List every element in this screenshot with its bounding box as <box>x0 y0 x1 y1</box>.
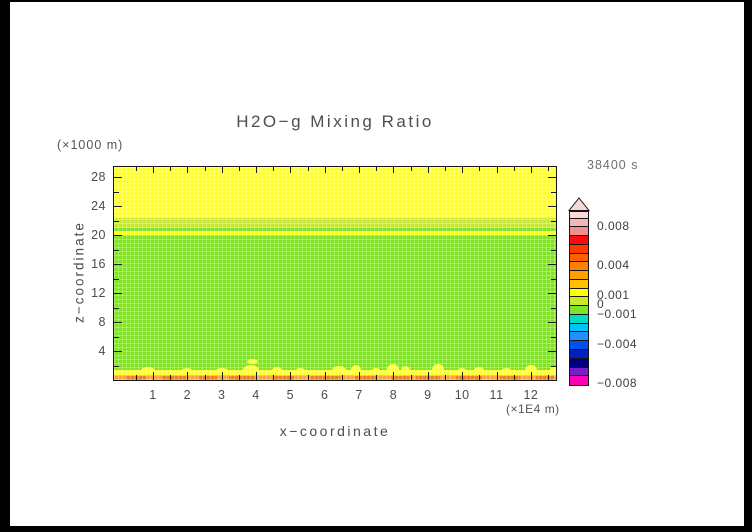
colorbar-tick-label: 0.004 <box>597 258 630 273</box>
x-axis-title: x−coordinate <box>279 423 391 439</box>
colorbar-tick-label: 0.008 <box>597 219 630 234</box>
x-tick-label: 2 <box>183 388 192 402</box>
colorbar-segment <box>570 287 588 297</box>
x-tick-label: 7 <box>355 388 363 402</box>
surface-bump <box>372 367 381 371</box>
y-axis-title: z−coordinate <box>71 221 87 323</box>
x-tick-label: 9 <box>424 388 432 402</box>
colorbar-segment <box>570 226 588 236</box>
surface-bump <box>524 364 537 371</box>
x-tick-label: 5 <box>286 388 295 402</box>
surface-bump <box>474 366 485 371</box>
x-tick-label: 10 <box>454 388 470 402</box>
colorbar-segment <box>570 366 588 376</box>
colorbar-segment <box>570 348 588 358</box>
y-tick-label: 4 <box>98 344 106 359</box>
surface-bump <box>140 366 155 371</box>
colorbar-segment <box>570 357 588 367</box>
x-axis-unit-label: (×1E4 m) <box>506 402 560 416</box>
surface-bump <box>432 363 445 371</box>
colorbar-tick-label: −0.001 <box>597 307 638 322</box>
colorbar-segment <box>570 296 588 306</box>
band-thin-yellow-stripe <box>114 231 556 236</box>
surface-bump <box>296 367 306 371</box>
surface-patch <box>229 376 256 380</box>
colorbar-segment <box>570 243 588 253</box>
surface-patch <box>354 376 377 380</box>
surface-patch <box>456 376 483 380</box>
colorbar <box>569 211 589 386</box>
floating-blob <box>247 359 259 364</box>
surface-bump <box>215 367 228 371</box>
x-tick-label: 11 <box>489 388 504 402</box>
band-upper-yellow-region <box>114 167 556 219</box>
surface-bump <box>502 367 512 371</box>
surface-bump <box>271 366 282 371</box>
y-axis-unit-label: (×1000 m) <box>57 138 124 152</box>
surface-bump <box>331 365 346 371</box>
time-label: 38400 s <box>587 158 639 172</box>
heatmap-bands <box>114 167 556 380</box>
surface-patch <box>500 376 521 380</box>
y-tick-label: 8 <box>98 315 106 330</box>
y-tick-label: 12 <box>91 286 106 301</box>
surface-bump <box>182 367 193 371</box>
colorbar-segment <box>570 278 588 288</box>
y-tick-label: 16 <box>91 257 106 272</box>
colorbar-tick-label: −0.004 <box>597 336 638 351</box>
x-tick-label: 8 <box>389 388 398 402</box>
colorbar-segment <box>570 322 588 332</box>
y-tick-label: 20 <box>91 228 106 243</box>
surface-bump <box>458 367 467 371</box>
plot-area <box>113 166 557 381</box>
y-tick-label: 28 <box>91 170 106 185</box>
colorbar-segment <box>570 270 588 279</box>
colorbar-segment <box>570 212 588 218</box>
y-tick-label: 24 <box>91 199 106 214</box>
surface-bump <box>549 365 556 371</box>
colorbar-segment <box>570 313 588 323</box>
colorbar-segment <box>570 235 588 244</box>
plot-title: H2O−g Mixing Ratio <box>236 112 434 131</box>
surface-patch <box>125 376 146 380</box>
surface-bump <box>350 364 361 371</box>
surface-patch <box>391 376 410 380</box>
band-green-sliver <box>114 227 556 232</box>
colorbar-tick-label: 0 <box>597 297 605 312</box>
x-tick-label: 4 <box>252 388 260 402</box>
surface-patch <box>273 376 294 380</box>
surface-patch <box>161 376 186 380</box>
band-yellow-green-band <box>114 217 556 229</box>
band-surface-yellow-band <box>114 369 556 376</box>
colorbar-arrow-cap <box>568 197 590 211</box>
band-main-green-region <box>114 234 556 371</box>
surface-patch <box>535 376 554 380</box>
colorbar-segment <box>570 217 588 227</box>
x-tick-label: 6 <box>321 388 329 402</box>
colorbar-tick-label: −0.008 <box>597 375 638 390</box>
surface-bump <box>401 365 410 371</box>
colorbar-tick-label: 0.001 <box>597 287 630 302</box>
surface-patch <box>198 376 217 380</box>
x-tick-label: 1 <box>149 388 157 402</box>
x-tick-label: 3 <box>217 388 226 402</box>
colorbar-segment <box>570 331 588 341</box>
x-tick-label: 12 <box>523 388 539 402</box>
surface-patch <box>309 376 340 380</box>
colorbar-segment <box>570 305 588 314</box>
surface-bump <box>387 363 400 371</box>
surface-bump <box>242 364 259 371</box>
colorbar-segment <box>570 340 588 349</box>
surface-patch <box>415 376 440 380</box>
colorbar-segment <box>570 252 588 262</box>
colorbar-segment <box>570 375 588 385</box>
colorbar-segment <box>570 261 588 271</box>
